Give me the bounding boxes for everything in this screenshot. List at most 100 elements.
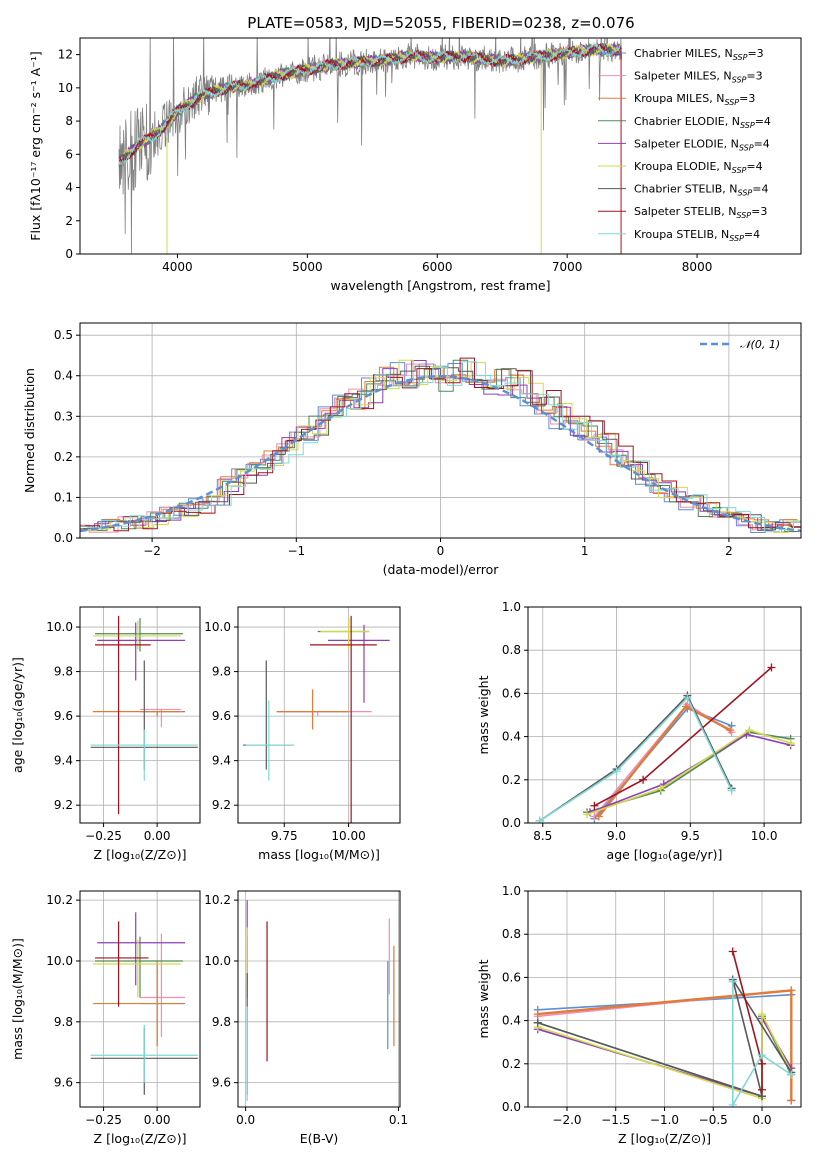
y-tick-label: 9.6 [54, 1076, 73, 1090]
series-marker-kroupa-stelib [727, 786, 736, 795]
y-tick-label: 0.2 [502, 1057, 521, 1071]
axes-frame [79, 890, 201, 1108]
figure-title: PLATE=0583, MJD=52055, FIBERID=0238, z=0… [247, 14, 634, 32]
y-tick-label: 9.2 [212, 798, 231, 812]
y-tick-label: 9.8 [212, 1015, 231, 1029]
series-marker-salpeter-stelib [758, 1085, 766, 1094]
errorbar-group [243, 615, 390, 823]
series-marker-kroupa-stelib [683, 693, 692, 702]
age-vs-metallicity-plot: −0.25 0.00 9.2 9.4 9.6 9.8 10.0 Z [log₁₀(Z/Z⊙)]… [10, 606, 201, 862]
series-group [533, 947, 796, 1107]
y-tick-label: 0.1 [54, 490, 73, 504]
y-tick-label: 0.4 [502, 1014, 521, 1028]
x-tick-label: 9.75 [271, 829, 298, 843]
x-tick-label: 0.00 [144, 1113, 171, 1127]
x-tick-label: 0.00 [144, 829, 171, 843]
histogram-group [80, 357, 801, 534]
series-marker-kroupa-stelib [612, 767, 621, 776]
y-tick-label: 0.2 [502, 773, 521, 787]
x-tick-label: −0.5 [699, 1113, 728, 1127]
mass-vs-ebv-plot: 0.0 0.1 9.6 9.8 10.0 10.2 E(B-V) [204, 890, 408, 1146]
x-tick-label: 8.5 [533, 829, 552, 843]
mass-weight-vs-age-plot: 8.5 9.0 9.5 10.0 0.0 0.2 0.4 0.6 0.8 1.0 age [log₁… [476, 600, 802, 862]
x-tick-label: 9.5 [681, 829, 700, 843]
y-tick-label: 9.6 [54, 709, 73, 723]
y-tick-label: 0.8 [502, 927, 521, 941]
series-marker-kroupa-elodie [583, 810, 592, 819]
x-tick-label: 0.0 [752, 1113, 771, 1127]
spectrum-lines [118, 38, 622, 254]
legend-entry: 𝒩(0, 1) [740, 338, 780, 351]
model-spectrum-line-kroupa-stelib [118, 41, 622, 166]
y-axis-label: Normed distribution [22, 368, 37, 493]
y-tick-label: 1.0 [502, 600, 521, 614]
legend-entry: Kroupa STELIB, NSSP=4 [634, 228, 760, 243]
legend-entry: Kroupa ELODIE, NSSP=4 [634, 160, 763, 175]
series-line-kroupa-miles [537, 989, 793, 1101]
y-tick-label: 0.0 [54, 531, 73, 545]
series-line-kroupa-elodie [586, 729, 791, 816]
series-marker-kroupa-elodie [656, 784, 665, 793]
series-line-chabrier-stelib [537, 979, 792, 1098]
x-tick-label: −1 [287, 544, 305, 558]
x-axis-label: (data-model)/error [383, 562, 500, 577]
x-tick-label: 8000 [682, 260, 713, 274]
y-tick-label: 0.4 [54, 369, 73, 383]
y-tick-label: 10.0 [46, 620, 73, 634]
x-tick-label: −0.25 [85, 829, 122, 843]
errorbar-group [246, 900, 395, 1101]
y-tick-label: 6 [65, 147, 73, 161]
x-tick-label: 0.1 [389, 1113, 408, 1127]
series-marker-salpeter-stelib [639, 775, 648, 784]
errorbar-group [90, 615, 198, 815]
spectrum-plot: 4000 5000 6000 7000 8000 0 2 4 6 8 10 12 wavelength … [28, 37, 802, 293]
axes-frame [527, 890, 802, 1108]
series-marker-kroupa-elodie [745, 726, 754, 735]
x-tick-label: −2 [143, 544, 161, 558]
y-axis-label: age [log₁₀(age/yr)] [10, 657, 25, 773]
y-tick-label: 0.3 [54, 409, 73, 423]
x-axis-label: Z [log₁₀(Z/Z⊙)] [618, 1131, 711, 1146]
x-tick-label: 0.0 [236, 1113, 255, 1127]
y-tick-label: 10.2 [204, 893, 231, 907]
y-tick-label: 9.6 [212, 1076, 231, 1090]
y-tick-label: 9.8 [212, 665, 231, 679]
series-marker-salpeter-stelib [590, 801, 599, 810]
y-tick-label: 1.0 [502, 884, 521, 898]
series-line-kroupa-stelib [731, 981, 792, 1107]
series-marker-salpeter-stelib [767, 663, 776, 672]
legend-entry: Salpeter STELIB, NSSP=3 [634, 205, 767, 220]
x-tick-label: −2.0 [552, 1113, 581, 1127]
legend-entry: Kroupa MILES, NSSP=3 [634, 92, 755, 107]
x-tick-label: −1.5 [601, 1113, 630, 1127]
x-tick-label: −0.25 [85, 1113, 122, 1127]
series-marker-kroupa-stelib [728, 977, 737, 986]
series-marker-kroupa-stelib [535, 816, 544, 823]
y-axis-label: mass [log₁₀(M/M⊙)] [10, 938, 25, 1060]
y-tick-label: 0.8 [502, 643, 521, 657]
y-tick-label: 0.0 [502, 816, 521, 830]
y-tick-label: 9.8 [54, 665, 73, 679]
x-tick-label: 4000 [162, 260, 193, 274]
series-marker-kroupa-elodie [758, 1010, 766, 1019]
series-line-chabrier-elodie [586, 731, 791, 813]
series-marker-kroupa-stelib [758, 1051, 766, 1060]
y-tick-label: 0.2 [54, 450, 73, 464]
y-tick-label: 4 [65, 181, 73, 195]
axes-frame [237, 890, 401, 1108]
series-marker-kroupa-elodie [786, 739, 795, 748]
series-marker-kroupa-miles [787, 986, 796, 995]
series-marker-chabrier-stelib [533, 1018, 542, 1027]
histogram-step-salpeter-stelib [85, 357, 801, 532]
series-marker-kroupa-stelib [787, 1070, 796, 1079]
series-marker-kroupa-miles [681, 702, 690, 711]
mass-weight-vs-metallicity-plot: −2.0 −1.5 −1.0 −0.5 0.0 0.0 0.2 0.4 0.6 0.8 1.0 Z [… [476, 884, 802, 1146]
x-tick-label: 6000 [422, 260, 453, 274]
legend-entry: Chabrier ELODIE, NSSP=4 [634, 115, 771, 130]
series-marker-kroupa-miles [533, 1010, 542, 1019]
axes-frame [79, 606, 201, 824]
y-tick-label: 0 [65, 247, 73, 261]
y-tick-label: 10 [58, 81, 73, 95]
x-tick-label: 10.00 [331, 829, 365, 843]
series-marker-salpeter-stelib [728, 947, 737, 956]
